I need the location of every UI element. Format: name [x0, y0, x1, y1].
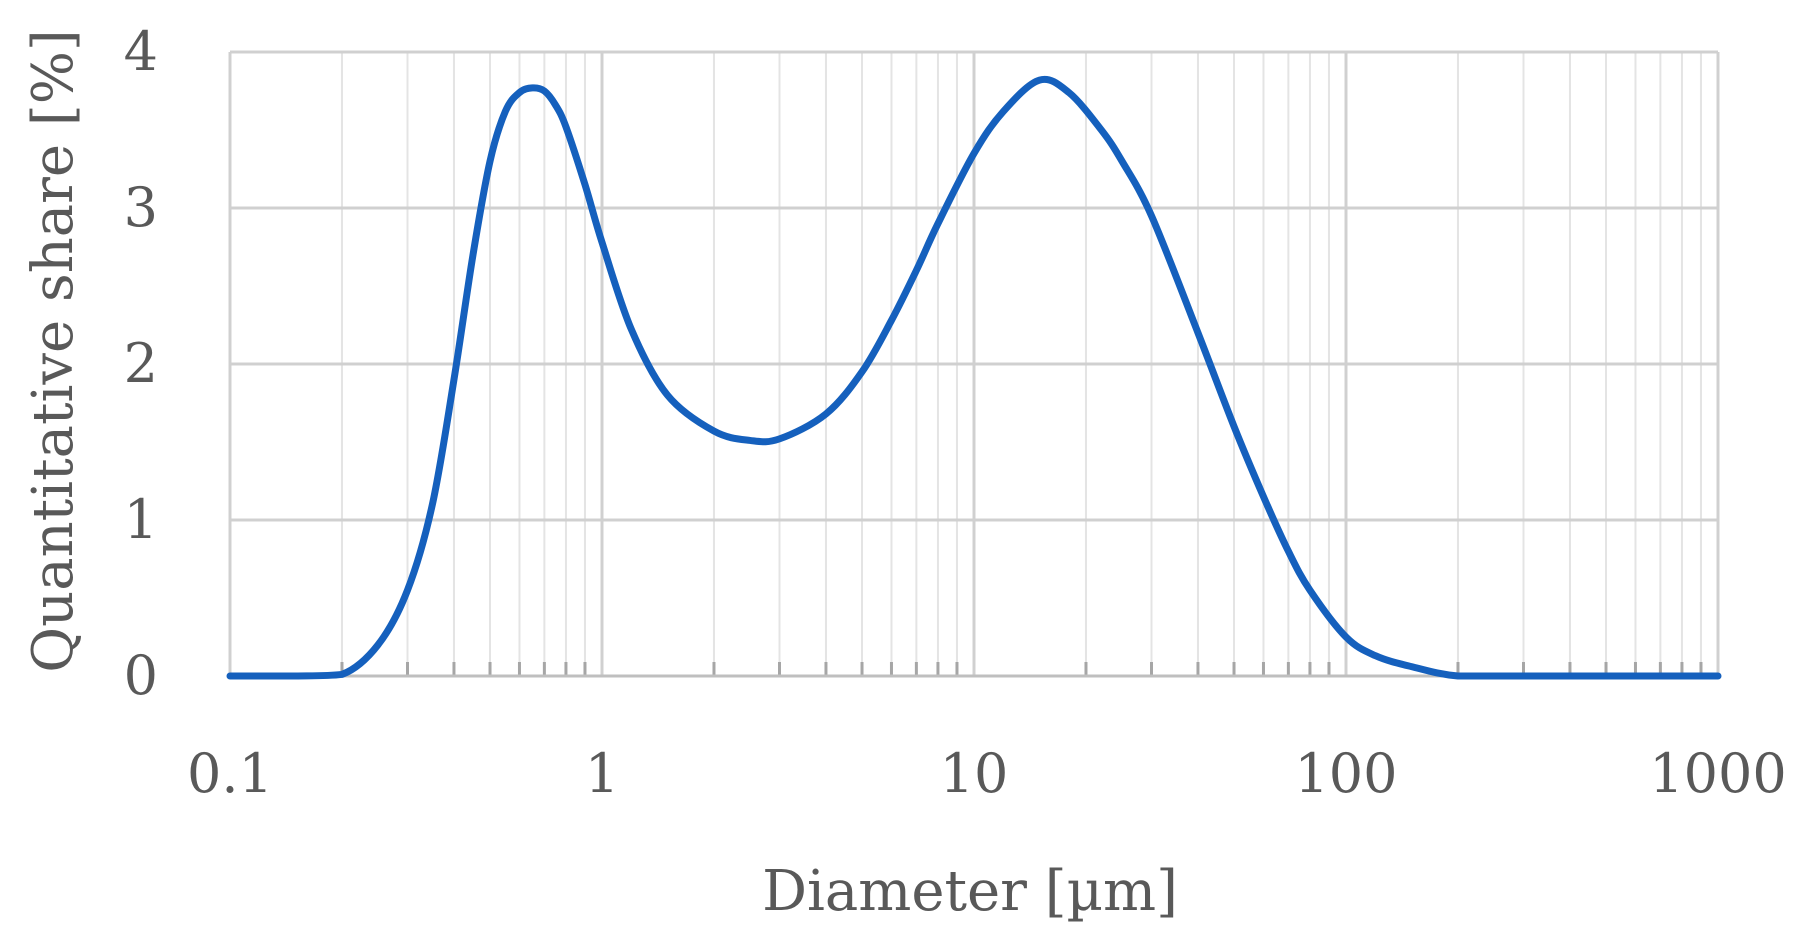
- y-tick-label: 3: [124, 176, 158, 239]
- y-tick-labels: 0 1 2 3 4: [124, 20, 158, 707]
- y-tick-label: 0: [124, 644, 158, 707]
- x-tick-label: 1000: [1649, 742, 1786, 805]
- x-tick-label: 0.1: [187, 742, 273, 805]
- x-tick-labels: 0.1 1 10 100 1000: [187, 742, 1787, 805]
- y-axis-title: Quantitative share [%]: [21, 29, 86, 673]
- x-tick-label: 10: [940, 742, 1009, 805]
- y-tick-label: 4: [124, 20, 158, 83]
- data-series: [226, 75, 1722, 680]
- x-axis-title: Diameter [µm]: [762, 859, 1178, 924]
- series-line: [226, 75, 1722, 680]
- y-tick-label: 2: [124, 332, 158, 395]
- x-tick-label: 1: [585, 742, 619, 805]
- y-tick-label: 1: [124, 488, 158, 551]
- x-tick-label: 100: [1294, 742, 1397, 805]
